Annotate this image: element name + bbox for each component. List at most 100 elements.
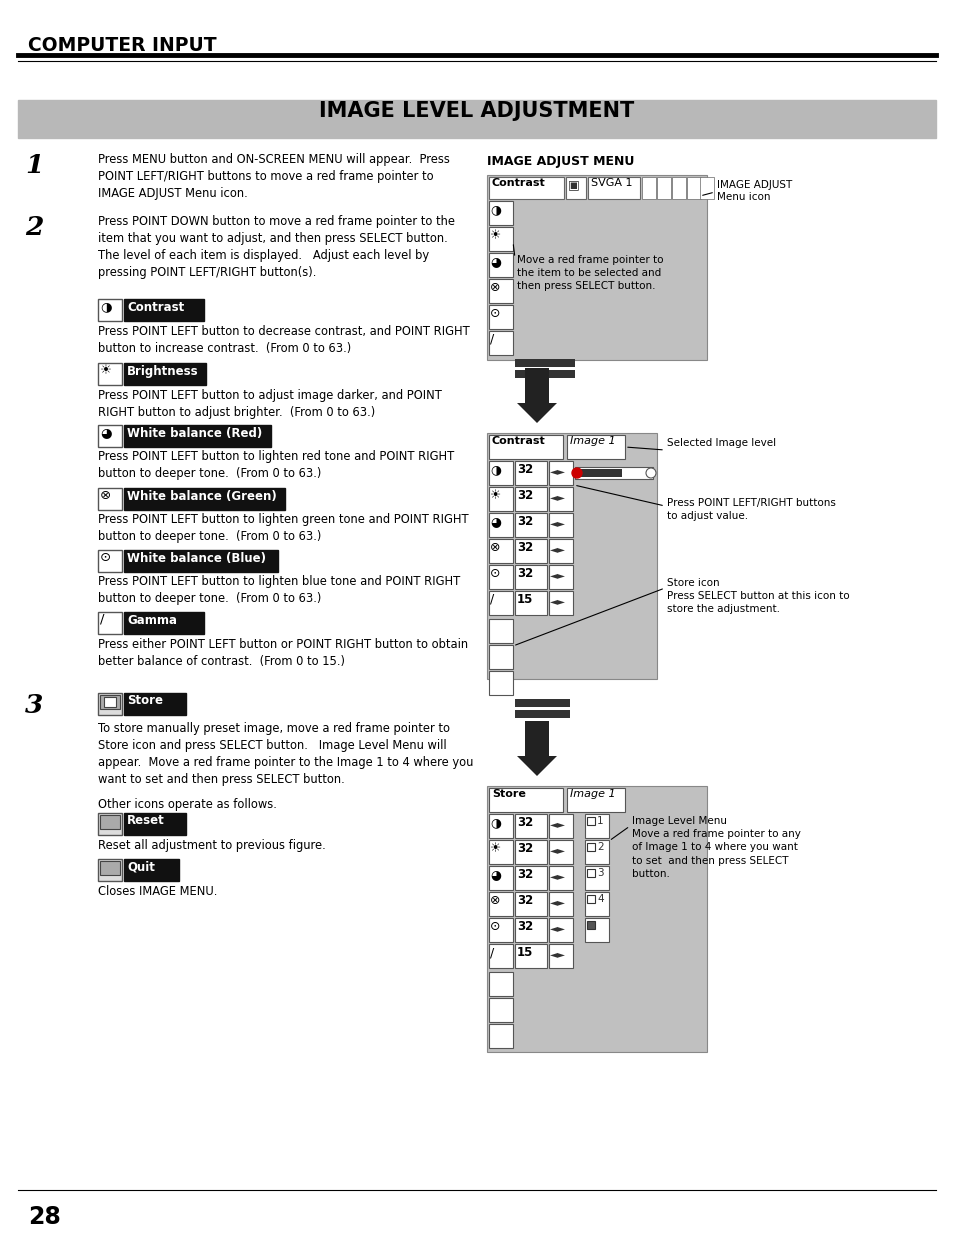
Text: Store icon
Press SELECT button at this icon to
store the adjustment.: Store icon Press SELECT button at this i… [666, 578, 849, 614]
Bar [515, 370, 575, 378]
Bar [548, 918, 573, 942]
Text: Quit: Quit [127, 860, 154, 873]
Bar [489, 331, 513, 354]
Bar [515, 699, 569, 706]
Text: Contrast: Contrast [492, 436, 545, 446]
Bar [515, 944, 546, 968]
Text: /: / [490, 333, 494, 346]
Bar [515, 359, 575, 367]
Text: Other icons operate as follows.: Other icons operate as follows. [98, 798, 276, 811]
Bar [548, 592, 573, 615]
Text: Press POINT LEFT button to lighten red tone and POINT RIGHT
button to deeper ton: Press POINT LEFT button to lighten red t… [98, 450, 454, 480]
Bar [515, 710, 569, 718]
Bar [124, 613, 204, 634]
Bar [124, 860, 179, 881]
Text: ◄►: ◄► [550, 492, 565, 501]
Text: Image 1: Image 1 [569, 789, 615, 799]
Text: COMPUTER INPUT: COMPUTER INPUT [28, 36, 216, 56]
Bar [657, 177, 670, 199]
Bar [489, 487, 513, 511]
Text: Press POINT LEFT button to decrease contrast, and POINT RIGHT
button to increase: Press POINT LEFT button to decrease cont… [98, 325, 469, 354]
Bar [124, 299, 204, 321]
Text: 32: 32 [517, 920, 533, 932]
Text: Selected Image level: Selected Image level [666, 438, 776, 448]
Bar [489, 619, 513, 643]
Bar [587, 177, 639, 199]
Bar [489, 788, 562, 811]
Text: ◕: ◕ [490, 868, 500, 881]
Text: ◄►: ◄► [550, 819, 565, 829]
Bar [486, 785, 706, 1052]
Text: IMAGE ADJUST MENU: IMAGE ADJUST MENU [486, 156, 634, 168]
Text: ⊙: ⊙ [490, 920, 500, 932]
Bar [124, 425, 271, 447]
Text: ◄►: ◄► [550, 466, 565, 475]
Bar [489, 972, 513, 995]
Bar [515, 814, 546, 839]
Bar [98, 693, 122, 715]
Bar [548, 892, 573, 916]
Bar [489, 866, 513, 890]
Text: White balance (Green): White balance (Green) [127, 490, 276, 503]
Bar [584, 918, 608, 942]
Bar [489, 918, 513, 942]
Text: ◄►: ◄► [550, 571, 565, 580]
Bar [515, 918, 546, 942]
Bar [489, 944, 513, 968]
Text: ⊗: ⊗ [490, 541, 500, 555]
Text: To store manually preset image, move a red frame pointer to
Store icon and press: To store manually preset image, move a r… [98, 722, 473, 785]
Text: White balance (Blue): White balance (Blue) [127, 552, 266, 564]
Bar [700, 177, 713, 199]
Text: White balance (Red): White balance (Red) [127, 427, 262, 440]
Bar [489, 840, 513, 864]
Text: 32: 32 [517, 842, 533, 855]
Bar [18, 100, 935, 138]
Text: Press POINT LEFT/RIGHT buttons
to adjust value.: Press POINT LEFT/RIGHT buttons to adjust… [666, 498, 835, 521]
Bar [575, 467, 652, 479]
Bar [98, 299, 122, 321]
Bar [98, 860, 122, 881]
Text: Press POINT DOWN button to move a red frame pointer to the
item that you want to: Press POINT DOWN button to move a red fr… [98, 215, 455, 279]
Bar [584, 892, 608, 916]
Text: ⊗: ⊗ [490, 894, 500, 906]
Text: ◑: ◑ [490, 203, 500, 216]
Text: Image Level Menu
Move a red frame pointer to any
of Image 1 to 4 where you want
: Image Level Menu Move a red frame pointe… [631, 816, 800, 879]
Text: 15: 15 [517, 946, 533, 960]
Circle shape [645, 468, 656, 478]
Bar [489, 513, 513, 537]
Bar [489, 592, 513, 615]
Bar [489, 1024, 513, 1049]
Bar [489, 814, 513, 839]
Text: 3: 3 [597, 868, 603, 878]
Text: IMAGE LEVEL ADJUSTMENT: IMAGE LEVEL ADJUSTMENT [319, 101, 634, 121]
Text: Closes IMAGE MENU.: Closes IMAGE MENU. [98, 885, 217, 898]
Text: ◑: ◑ [490, 816, 500, 829]
Text: ◕: ◕ [490, 254, 500, 268]
Bar [98, 550, 122, 572]
Text: Press MENU button and ON-SCREEN MENU will appear.  Press
POINT LEFT/RIGHT button: Press MENU button and ON-SCREEN MENU wil… [98, 153, 450, 200]
Text: Contrast: Contrast [127, 301, 184, 314]
Bar [566, 788, 624, 811]
Bar [515, 461, 546, 485]
Bar [515, 592, 546, 615]
Text: Store: Store [492, 789, 525, 799]
Text: ☀: ☀ [490, 842, 500, 855]
Bar [548, 513, 573, 537]
Text: /: / [490, 593, 494, 606]
Bar [515, 866, 546, 890]
Text: 32: 32 [517, 894, 533, 906]
Text: ◑: ◑ [490, 463, 500, 475]
Bar [515, 513, 546, 537]
Text: 1: 1 [597, 816, 603, 826]
Bar [98, 363, 122, 385]
Bar [486, 175, 706, 359]
Polygon shape [517, 756, 557, 776]
Text: 32: 32 [517, 541, 533, 555]
Bar [124, 363, 206, 385]
Bar [98, 488, 122, 510]
Text: ◕: ◕ [490, 515, 500, 529]
Text: ⊗: ⊗ [100, 489, 111, 501]
Bar [584, 814, 608, 839]
Bar [641, 177, 656, 199]
Bar [489, 671, 513, 695]
